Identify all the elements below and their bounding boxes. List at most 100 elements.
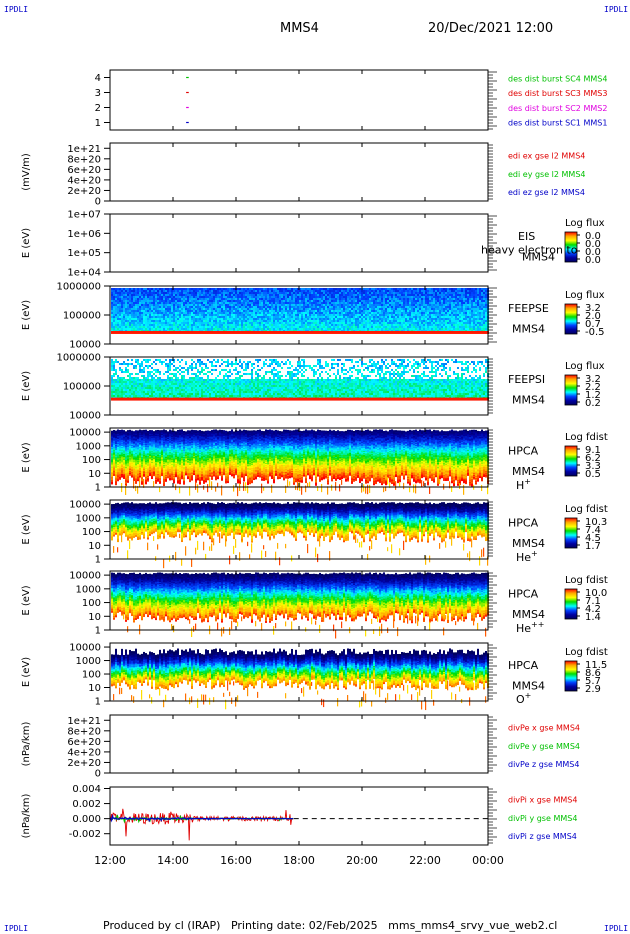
spectrogram-pixel (125, 306, 127, 308)
spectrogram-pixel (141, 292, 143, 294)
spectrogram-pixel (189, 294, 191, 296)
spectrogram-pixel (165, 308, 167, 310)
spectrogram-pixel (139, 331, 141, 334)
spectrogram-pixel (137, 331, 139, 334)
spectrogram-pixel (143, 312, 145, 314)
spectrogram-pixel (135, 290, 137, 292)
spectrogram-pixel (139, 310, 141, 312)
spectrogram-pixel (137, 296, 139, 298)
spectrogram-pixel (159, 300, 161, 302)
spectrogram-pixel (181, 298, 183, 300)
spectrogram-pixel (137, 322, 139, 324)
spectrogram-pixel (187, 308, 189, 310)
spectrogram-pixel (175, 306, 177, 308)
spectrogram-pixel (113, 312, 115, 314)
spectrogram-pixel (145, 324, 147, 326)
spectrogram-pixel (115, 312, 117, 314)
spectrogram-pixel (151, 302, 153, 304)
spectrogram-pixel (177, 324, 179, 326)
spectrogram-pixel (131, 296, 133, 298)
spectrogram-pixel (119, 288, 121, 290)
spectrogram-pixel (143, 326, 145, 328)
spectrogram-pixel (175, 331, 177, 334)
spectrogram-pixel (179, 298, 181, 300)
spectrogram-pixel (167, 298, 169, 300)
spectrogram-pixel (145, 292, 147, 294)
spectrogram-pixel (189, 288, 191, 290)
spectrogram-pixel (117, 308, 119, 310)
spectrogram-pixel (145, 304, 147, 306)
spectrogram-pixel (155, 316, 157, 318)
spectrogram-pixel (127, 326, 129, 328)
spectrogram-pixel (161, 331, 163, 334)
spectrogram-pixel (141, 318, 143, 320)
spectrogram-pixel (129, 300, 131, 302)
spectrogram-pixel (131, 310, 133, 312)
spectrogram-pixel (129, 328, 131, 330)
spectrogram-pixel (139, 308, 141, 310)
spectrogram-pixel (159, 290, 161, 292)
spectrogram-pixel (111, 298, 113, 300)
spectrogram-pixel (111, 306, 113, 308)
spectrogram-pixel (113, 310, 115, 312)
spectrogram-pixel (157, 294, 159, 296)
spectrogram-pixel (161, 308, 163, 310)
spectrogram-pixel (121, 300, 123, 302)
spectrogram-pixel (173, 326, 175, 328)
spectrogram-pixel (169, 302, 171, 304)
spectrogram-pixel (151, 288, 153, 290)
spectrogram-pixel (163, 326, 165, 328)
spectrogram-pixel (157, 306, 159, 308)
spectrogram-pixel (121, 324, 123, 326)
spectrogram-pixel (163, 310, 165, 312)
spectrogram-pixel (161, 310, 163, 312)
spectrogram-pixel (185, 308, 187, 310)
spectrogram-pixel (189, 308, 191, 310)
spectrogram-pixel (187, 296, 189, 298)
spectrogram-pixel (123, 288, 125, 290)
spectrogram-pixel (131, 304, 133, 306)
spectrogram-pixel (111, 294, 113, 296)
spectrogram-pixel (191, 292, 193, 294)
spectrogram-pixel (175, 300, 177, 302)
spectrogram-pixel (129, 298, 131, 300)
spectrogram-pixel (187, 302, 189, 304)
spectrogram-pixel (145, 318, 147, 320)
spectrogram-pixel (171, 290, 173, 292)
spectrogram-pixel (193, 306, 195, 308)
spectrogram-pixel (183, 292, 185, 294)
spectrogram-pixel (183, 288, 185, 290)
spectrogram-pixel (149, 320, 151, 322)
spectrogram-pixel (159, 306, 161, 308)
y-tick-label: 0 (95, 197, 101, 208)
spectrogram-pixel (135, 306, 137, 308)
spectrogram-pixel (127, 294, 129, 296)
spectrogram-pixel (131, 292, 133, 294)
spectrogram-pixel (117, 322, 119, 324)
spectrogram-pixel (117, 312, 119, 314)
spectrogram-pixel (163, 322, 165, 324)
spectrogram-pixel (169, 320, 171, 322)
spectrogram-pixel (119, 296, 121, 298)
spectrogram-pixel (161, 326, 163, 328)
spectrogram-pixel (181, 324, 183, 326)
spectrogram-pixel (133, 290, 135, 292)
spectrogram-pixel (165, 320, 167, 322)
spectrogram-pixel (169, 308, 171, 310)
spectrogram-pixel (125, 308, 127, 310)
spectrogram-pixel (155, 294, 157, 296)
spectrogram-pixel (157, 322, 159, 324)
spectrogram-pixel (161, 304, 163, 306)
spectrogram-pixel (187, 322, 189, 324)
spectrogram-pixel (115, 316, 117, 318)
spectrogram-pixel (165, 324, 167, 326)
spectrogram-pixel (141, 324, 143, 326)
spectrogram-pixel (143, 322, 145, 324)
spectrogram-pixel (133, 294, 135, 296)
spectrogram-pixel (155, 292, 157, 294)
spectrogram-pixel (145, 308, 147, 310)
spectrogram-pixel (185, 312, 187, 314)
spectrogram-pixel (193, 292, 195, 294)
spectrogram-pixel (189, 331, 191, 334)
spectrogram-pixel (169, 326, 171, 328)
